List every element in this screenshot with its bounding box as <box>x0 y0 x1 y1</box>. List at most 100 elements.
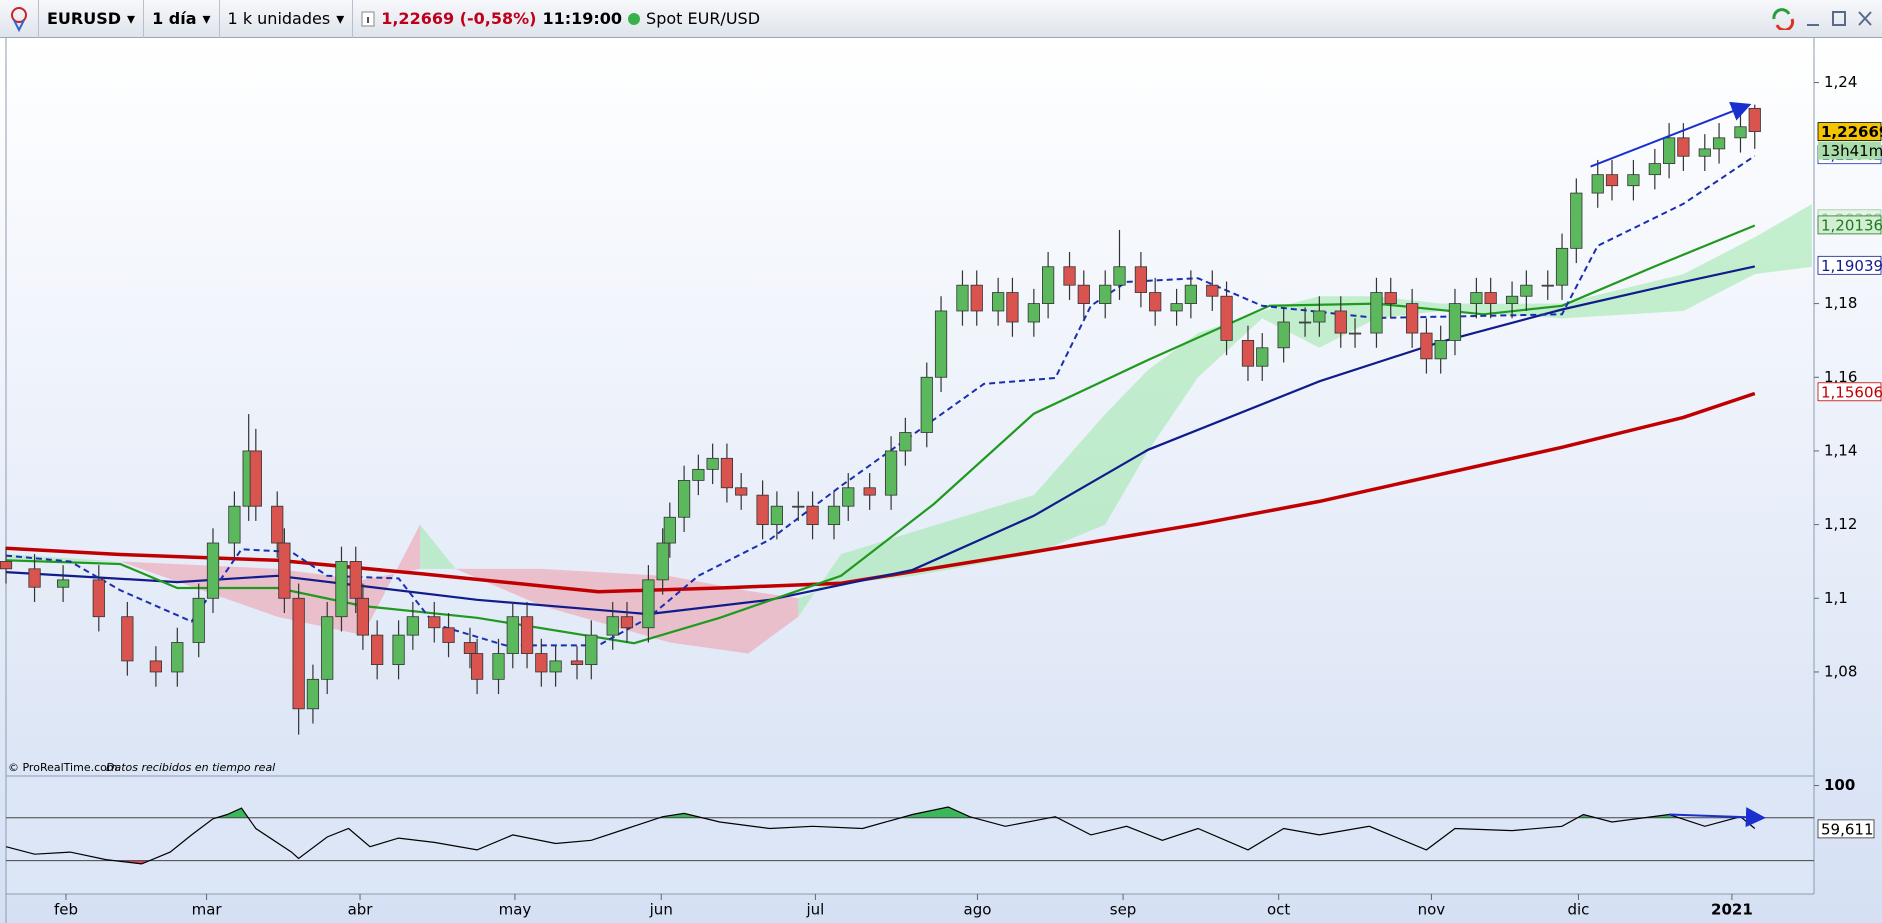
candle-body <box>842 487 855 507</box>
candle-body <box>249 450 262 507</box>
status-dot <box>628 12 641 25</box>
candle-body <box>1541 284 1554 287</box>
price-tag-label: 1,19039 <box>1821 257 1882 275</box>
cloud-segment <box>841 531 913 584</box>
candle-body <box>306 678 320 710</box>
y-tick-label: 100 <box>1824 776 1855 794</box>
timeframe-select[interactable]: 1 día ▾ <box>144 0 220 38</box>
indicator-line <box>5 224 1756 645</box>
y-tick-label: 1,18 <box>1824 294 1857 312</box>
candle-body <box>520 616 534 654</box>
trendline <box>1669 807 1766 828</box>
candle-body <box>1505 295 1519 304</box>
app-icon[interactable] <box>0 0 39 38</box>
candle-body <box>1677 137 1690 157</box>
maximize-button[interactable] <box>1830 8 1848 30</box>
x-tick-label: oct <box>1267 901 1290 919</box>
candle-body <box>1277 321 1290 349</box>
candle-body <box>1134 266 1148 293</box>
candle-body <box>442 627 455 643</box>
candle-body <box>770 505 783 526</box>
candle-body <box>863 487 876 496</box>
candle-body <box>371 634 384 665</box>
candle-body <box>1313 310 1326 323</box>
size-select[interactable]: 1 k unidades ▾ <box>220 0 354 38</box>
cloud-segment <box>1148 333 1199 451</box>
candle-body <box>56 579 70 588</box>
price-tag <box>1817 122 1882 142</box>
price-tag <box>1817 215 1882 235</box>
close-button[interactable] <box>1856 8 1874 30</box>
candle-body <box>206 542 220 599</box>
quote-info: 1,22669 (-0,58%) 11:19:00 Spot EUR/USD <box>353 0 768 38</box>
candle-body <box>1434 340 1447 360</box>
toolbar: EURUSD ▾ 1 día ▾ 1 k unidades ▾ 1,22669 (-0… <box>0 0 1882 38</box>
candle-body <box>1206 284 1219 297</box>
candle-body <box>992 292 1005 312</box>
source: © ProRealTime.com <box>8 761 118 774</box>
cloud-segment <box>455 568 542 606</box>
candle-body <box>1170 303 1183 312</box>
candle-body <box>1484 292 1497 304</box>
candle-body <box>1605 174 1619 187</box>
x-tick-label: ago <box>964 901 992 919</box>
candle-body <box>1520 284 1533 297</box>
logo <box>11 6 27 32</box>
candle-body <box>1406 303 1419 334</box>
candle-body <box>1591 174 1604 194</box>
y-tick-label: 1,12 <box>1824 515 1857 533</box>
candle-body <box>1648 163 1661 176</box>
price-tag-label: 1,22669 <box>1821 123 1882 141</box>
candle-body <box>228 505 241 544</box>
candle-body <box>92 579 105 618</box>
candle-body <box>1027 303 1040 323</box>
candle-body <box>1698 148 1711 157</box>
x-tick-label: 2021 <box>1711 901 1753 919</box>
price-tag-label: 1,15606 <box>1821 383 1882 401</box>
value-tag-label: 59,611 <box>1821 820 1874 838</box>
price-tag <box>1817 382 1882 402</box>
candle-body <box>663 516 676 544</box>
value-tag <box>1817 819 1875 839</box>
refresh-button[interactable] <box>1770 8 1796 30</box>
candle-body <box>271 505 284 544</box>
candle-body <box>677 480 691 518</box>
candle-body <box>535 653 548 673</box>
candle-body <box>827 505 841 526</box>
source-note: Datos recibidos en tiempo real <box>106 761 275 774</box>
candle-body <box>0 561 13 570</box>
y-tick-label: 1,08 <box>1824 662 1857 680</box>
candle-body <box>492 653 505 680</box>
candle-body <box>1348 332 1362 335</box>
info-icon[interactable] <box>361 11 375 27</box>
candle-body <box>756 494 769 526</box>
candle-body <box>1063 266 1076 286</box>
candle-body <box>792 505 805 508</box>
candle-body <box>1334 310 1347 334</box>
window-controls <box>1770 8 1874 30</box>
symbol: EURUSD <box>47 9 122 28</box>
time: 11:19:00 <box>542 9 623 28</box>
candle-body <box>1734 126 1747 139</box>
x-tick-label: sep <box>1110 901 1137 919</box>
candle-body <box>428 616 441 629</box>
x-tick-label: mar <box>192 901 223 919</box>
minimize-button[interactable] <box>1804 8 1822 30</box>
candle-body <box>28 568 41 588</box>
x-tick-label: jul <box>806 901 825 919</box>
candle-body <box>1662 137 1676 165</box>
candle-body <box>1448 303 1462 341</box>
candle-body <box>692 468 705 481</box>
price-tag <box>1817 255 1882 275</box>
candle-body <box>506 616 519 654</box>
timeframe: 1 día <box>152 9 197 28</box>
candle-body <box>606 616 619 636</box>
caret: ▾ <box>127 9 136 28</box>
cloud-segment <box>1754 204 1812 275</box>
candle-body <box>1256 347 1269 367</box>
cloud-segment <box>1033 414 1106 555</box>
symbol-select[interactable]: EURUSD ▾ <box>39 0 145 38</box>
countdown-tag <box>1818 141 1881 160</box>
cloud-segment <box>748 590 799 654</box>
